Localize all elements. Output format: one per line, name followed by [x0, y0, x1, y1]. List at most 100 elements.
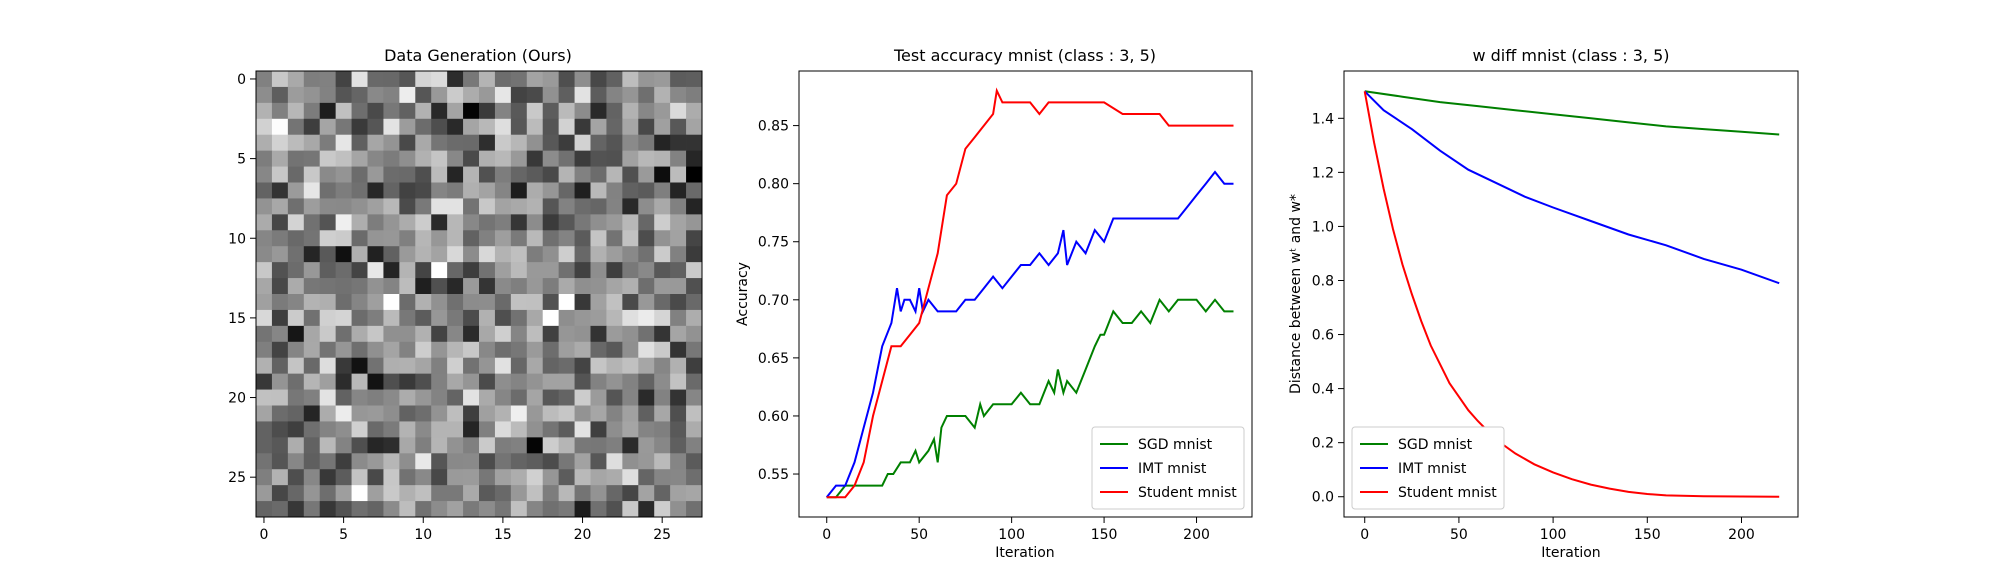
heatmap-cell — [399, 214, 416, 231]
heatmap-cell — [351, 150, 368, 167]
heatmap-cell — [558, 118, 575, 136]
heatmap-cell — [494, 134, 512, 152]
heatmap-cell — [494, 198, 512, 215]
heatmap-cell — [463, 262, 480, 279]
heatmap-cell — [463, 102, 480, 120]
heatmap-cell — [654, 341, 671, 359]
heatmap-cell — [622, 86, 639, 104]
heatmap-cell — [494, 453, 512, 470]
heatmap-cell — [526, 325, 544, 343]
heatmap-cell — [271, 357, 289, 375]
heatmap-cell — [590, 214, 607, 231]
heatmap-cell — [542, 86, 560, 104]
series-line-sgd-mnist — [1364, 90, 1780, 136]
panel-test-accuracy: Test accuracy mnist (class : 3, 5) 0 50 10… — [735, 46, 1253, 561]
heatmap-cell — [256, 373, 273, 390]
heatmap-cell — [351, 389, 368, 406]
heatmap-cell — [686, 230, 703, 247]
heatmap-cell — [670, 230, 687, 247]
heatmap-cell — [574, 469, 591, 486]
heatmap-cell — [686, 405, 703, 422]
heatmap-cell — [654, 246, 671, 263]
heatmap-cell — [447, 214, 464, 231]
heatmap-cell — [574, 501, 591, 518]
heatmap-cell — [351, 166, 368, 183]
heatmap-cell — [670, 86, 687, 104]
heatmap-cell — [479, 86, 496, 104]
heatmap-cell — [431, 357, 448, 375]
heatmap-cell — [526, 309, 544, 327]
heatmap-cell — [431, 150, 448, 167]
heatmap-ytick-label: 20 — [228, 391, 246, 407]
heatmap-cell — [319, 485, 337, 502]
heatmap-cell — [654, 437, 671, 454]
heatmap-cell — [606, 71, 623, 88]
heatmap-cell — [542, 501, 560, 518]
heatmap-cell — [558, 373, 575, 390]
heatmap-cell — [686, 150, 703, 167]
heatmap-cell — [383, 71, 400, 88]
heatmap-cell — [383, 198, 400, 215]
heatmap-cell — [638, 405, 655, 422]
heatmap-cell — [335, 246, 352, 263]
heatmap-cell — [638, 357, 655, 375]
heatmap-cell — [447, 453, 464, 470]
heatmap-cell — [367, 134, 384, 152]
heatmap-cell — [686, 118, 703, 136]
heatmap-cell — [670, 182, 687, 199]
heatmap-cell — [510, 230, 528, 247]
heatmap-cell — [479, 469, 496, 486]
heatmap-cell — [590, 437, 607, 454]
heatmap-cell — [574, 166, 591, 183]
heatmap-cell — [351, 86, 368, 104]
heatmap-cell — [590, 182, 607, 199]
heatmap-cell — [367, 453, 384, 470]
heatmap-cell — [271, 485, 289, 502]
heatmap-cell — [479, 453, 496, 470]
heatmap-cell — [447, 341, 464, 359]
heatmap-cell — [494, 309, 512, 327]
legend-label: Student mnist — [1398, 485, 1497, 501]
xtick-label: 200 — [1728, 527, 1755, 543]
heatmap-cell — [510, 262, 528, 279]
heatmap-cell — [256, 198, 273, 215]
heatmap-cell — [574, 485, 591, 502]
heatmap-cell — [479, 421, 496, 438]
heatmap-cell — [351, 309, 368, 327]
heatmap-cell — [447, 166, 464, 183]
heatmap-cell — [335, 341, 352, 359]
heatmap-ytick-label: 15 — [228, 311, 246, 327]
heatmap-cell — [622, 373, 639, 390]
heatmap-cell — [479, 357, 496, 375]
heatmap-cell — [431, 469, 448, 486]
heatmap-cell — [622, 325, 639, 343]
heatmap-cell — [479, 325, 496, 343]
heatmap-cell — [479, 230, 496, 247]
heatmap-cell — [303, 294, 321, 311]
heatmap-cell — [622, 405, 639, 422]
heatmap-cell — [590, 341, 607, 359]
heatmap-cell — [367, 309, 384, 327]
heatmap-cell — [526, 198, 544, 215]
heatmap-cell — [590, 150, 607, 167]
heatmap-cell — [287, 294, 305, 311]
heatmap-cell — [686, 421, 703, 438]
heatmap-cell — [686, 341, 703, 359]
heatmap-cell — [463, 373, 480, 390]
heatmap-cell — [510, 246, 528, 263]
heatmap-cell — [574, 309, 591, 327]
heatmap-cell — [606, 469, 623, 486]
heatmap-cell — [383, 230, 400, 247]
heatmap-cell — [319, 150, 337, 167]
heatmap-cell — [606, 262, 623, 279]
heatmap-cell — [510, 309, 528, 327]
heatmap-ticks: 0 5 10 15 20 25 0 5 10 15 20 25 — [228, 72, 671, 543]
heatmap-cell — [463, 357, 480, 375]
xtick-label: 200 — [1183, 527, 1210, 543]
heatmap-cell — [622, 262, 639, 279]
heatmap-cell — [638, 118, 655, 136]
heatmap-cell — [351, 134, 368, 152]
heatmap-cell — [367, 469, 384, 486]
heatmap-cell — [590, 71, 607, 88]
heatmap-cell — [558, 357, 575, 375]
